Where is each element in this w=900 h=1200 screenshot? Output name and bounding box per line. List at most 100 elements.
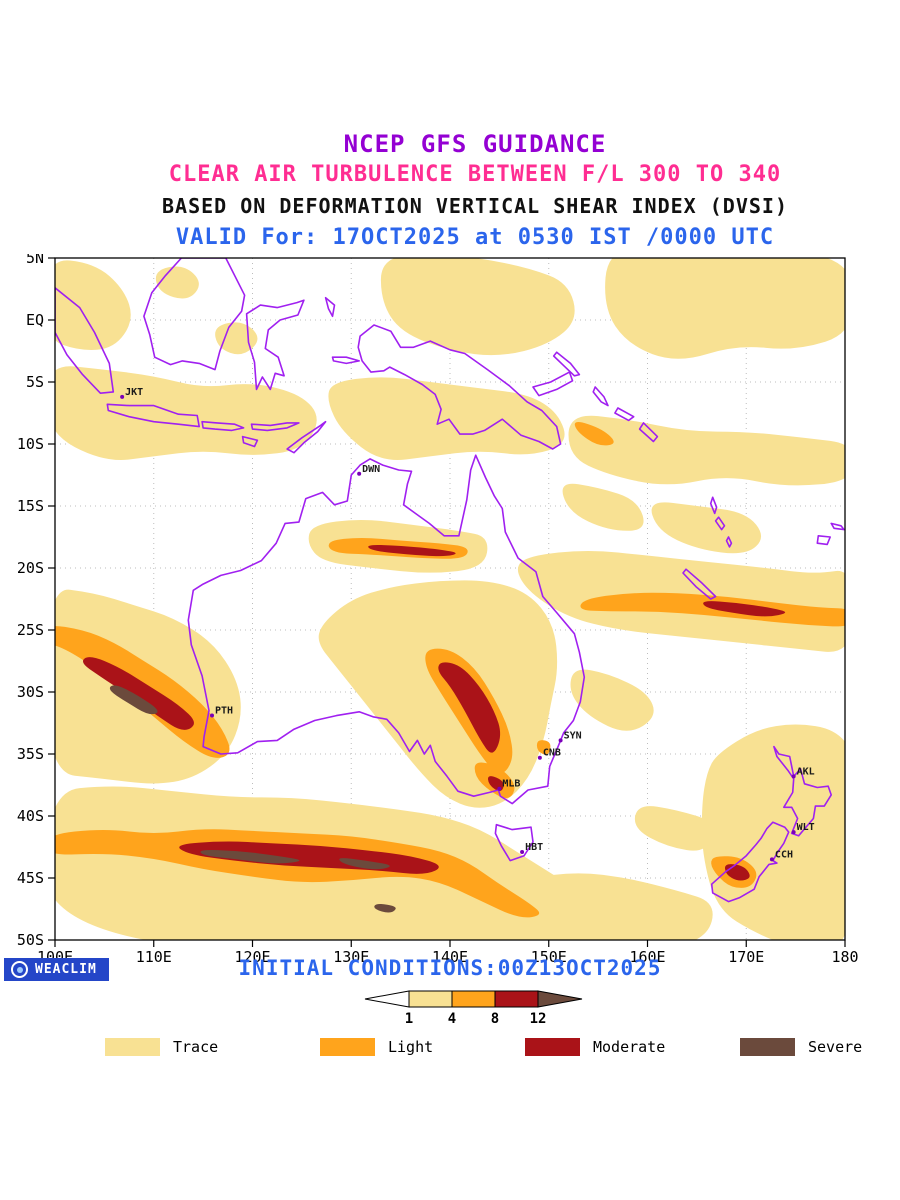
trace-turbulence-region <box>155 266 199 299</box>
lon-label: 160E <box>629 948 665 966</box>
light-turbulence-region <box>536 740 551 755</box>
city-label-pth: PTH <box>215 706 233 717</box>
legend-item-trace: Trace <box>105 1038 218 1056</box>
lat-label: 5S <box>26 373 44 391</box>
trace-turbulence-region <box>570 669 654 731</box>
legend-item-moderate: Moderate <box>525 1038 665 1056</box>
city-label-akl: AKL <box>797 766 815 777</box>
trace-turbulence-region <box>380 258 575 356</box>
coastline-bougainville <box>592 386 609 407</box>
lat-label: 5N <box>26 254 44 267</box>
city-label-wlt: WLT <box>797 822 815 833</box>
lat-label: 30S <box>17 683 44 701</box>
chart-subtitle: CLEAR AIR TURBULENCE BETWEEN F/L 300 TO … <box>168 162 782 187</box>
coastline-flores <box>250 422 300 432</box>
city-marker-syn <box>558 738 563 743</box>
city-label-hbt: HBT <box>525 842 543 853</box>
lon-label: 130E <box>333 948 369 966</box>
city-label-cch: CCH <box>775 849 793 860</box>
city-marker-hbt <box>520 849 525 854</box>
coastline-solomon-1 <box>614 407 635 422</box>
severe-turbulence-region <box>374 903 396 913</box>
scale-arrow-left <box>364 990 410 1008</box>
city-marker-cnb <box>537 755 542 760</box>
lon-label: 170E <box>728 948 764 966</box>
coastline-nz-north-island <box>773 745 832 837</box>
turbulence-map: JKT DWN PTH SYN CNB MLB HBT AKL WLT CCH 5N EQ 5S 10S 1… <box>0 249 900 968</box>
lat-label: 40S <box>17 807 44 825</box>
weaclim-circle-icon <box>11 961 28 978</box>
trace-turbulence-region <box>55 366 317 460</box>
city-marker-dwn <box>357 471 362 476</box>
lat-label: 20S <box>17 559 44 577</box>
city-marker-jkt <box>120 394 125 399</box>
chart-valid-time: VALID For: 17OCT2025 at 0530 IST /0000 U… <box>175 225 775 250</box>
coastline-sumatra <box>55 287 115 394</box>
city-label-jkt: JKT <box>125 387 143 398</box>
lon-label: 150E <box>531 948 567 966</box>
coastline-vanuatu-2 <box>714 516 726 531</box>
coastline-fiji-1 <box>816 535 831 546</box>
scale-arrow-right <box>537 990 583 1008</box>
scale-value: 1 <box>405 1011 413 1026</box>
severe-turbulence-region <box>339 858 390 870</box>
city-marker-mlb <box>497 786 502 791</box>
city-marker-pth <box>210 713 215 718</box>
legend-item-severe: Severe <box>740 1038 862 1056</box>
lon-label: 180 <box>831 948 858 966</box>
lon-label: 120E <box>234 948 270 966</box>
coastline-australia <box>187 454 586 805</box>
legend-label-severe: Severe <box>808 1038 863 1056</box>
coastline-nz-south-island <box>710 821 790 903</box>
scale-bar-canvas: 1 4 8 12 <box>364 990 583 1027</box>
chart-header: NCEP GFS GUIDANCE CLEAR AIR TURBULENCE B… <box>50 130 900 255</box>
trace-turbulence-region <box>318 580 558 808</box>
legend-swatch-trace <box>105 1038 160 1056</box>
coastline-new-ireland <box>552 351 581 377</box>
coastline-borneo <box>143 258 246 371</box>
city-marker-akl <box>791 774 796 779</box>
scale-segment <box>494 990 539 1008</box>
scale-value: 4 <box>448 1011 456 1026</box>
lat-label: 10S <box>17 435 44 453</box>
legend-label-light: Light <box>388 1038 434 1056</box>
trace-turbulence-region <box>562 483 644 531</box>
coastline-sulawesi <box>245 299 305 391</box>
legend-row: Trace Light Moderate Severe <box>0 1038 900 1062</box>
scale-value: 12 <box>530 1011 547 1026</box>
lat-label: 25S <box>17 621 44 639</box>
city-label-syn: SYN <box>564 730 582 741</box>
severe-turbulence-region <box>200 850 300 864</box>
coastline-sumba <box>241 435 259 448</box>
legend-label-trace: Trace <box>173 1038 219 1056</box>
light-turbulence-region <box>55 829 540 918</box>
coastline-seram <box>331 356 360 365</box>
lat-label: 50S <box>17 931 44 949</box>
light-turbulence-region <box>580 592 845 627</box>
lat-label: 35S <box>17 745 44 763</box>
weaclim-label: WEACLIM <box>35 962 97 977</box>
coastline-new-caledonia <box>682 568 717 600</box>
trace-turbulence-region <box>328 377 565 461</box>
coastline-java <box>106 403 200 428</box>
coastline-solomon-2 <box>638 422 659 443</box>
trace-turbulence-region <box>568 415 845 486</box>
city-marker-wlt <box>791 830 796 835</box>
lat-label: EQ <box>26 311 44 329</box>
coastline-new-britain <box>532 371 574 397</box>
city-marker-cch <box>769 857 774 862</box>
moderate-turbulence-region <box>368 544 456 557</box>
trace-turbulence-region <box>215 322 258 355</box>
coastline-vanuatu-3 <box>725 536 733 548</box>
scale-value: 8 <box>491 1011 499 1026</box>
city-label-mlb: MLB <box>502 779 520 790</box>
trace-turbulence-region <box>523 873 713 940</box>
coastline-halmahera <box>324 296 336 318</box>
moderate-turbulence-region <box>438 662 501 753</box>
coastline-new-guinea <box>357 324 562 450</box>
coastline-fiji-2 <box>830 522 845 531</box>
coastline-tasmania <box>494 823 534 862</box>
lat-label: 15S <box>17 497 44 515</box>
trace-turbulence-region <box>605 258 845 359</box>
